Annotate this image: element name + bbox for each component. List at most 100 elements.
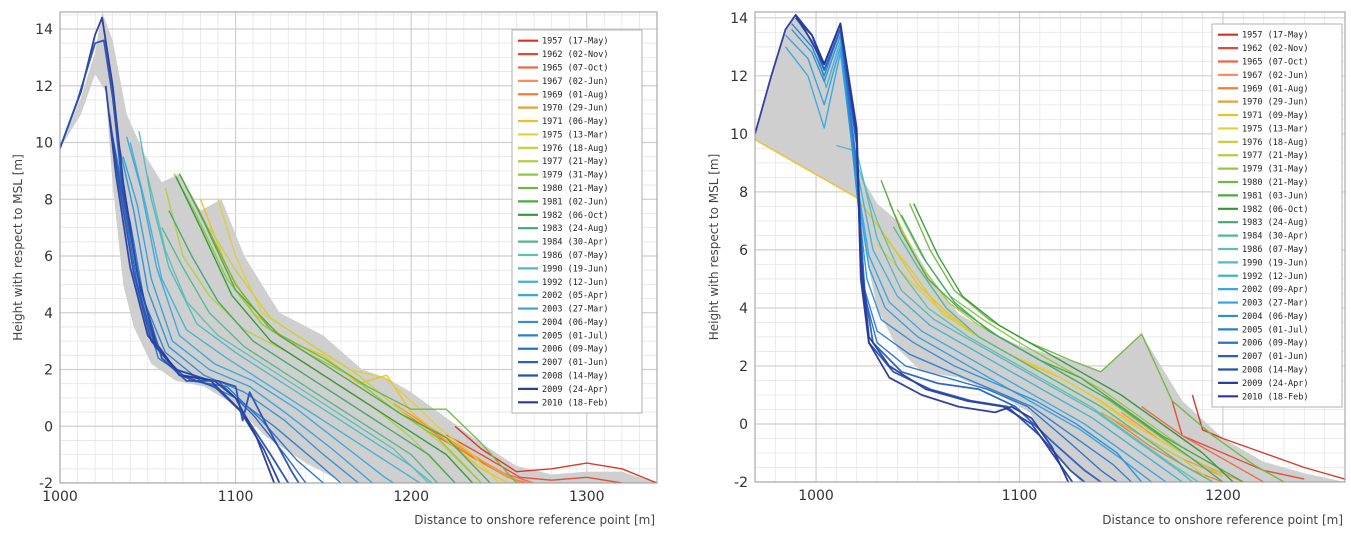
legend-entry: 1970 (29-Jun) bbox=[1242, 98, 1309, 108]
legend-entry: 1982 (06-Oct) bbox=[542, 211, 609, 221]
legend-entry: 1977 (21-May) bbox=[1242, 151, 1309, 161]
legend-entry: 2003 (27-Mar) bbox=[542, 305, 609, 315]
legend-entry: 2005 (01-Jul) bbox=[1242, 325, 1309, 335]
y-tick-label: 0 bbox=[44, 419, 53, 435]
series-line bbox=[168, 210, 456, 483]
x-tick-label: 1300 bbox=[569, 489, 605, 505]
legend-entry: 1982 (06-Oct) bbox=[1242, 205, 1309, 215]
series-line bbox=[900, 214, 1224, 482]
series-line bbox=[175, 176, 474, 483]
legend-entry: 2002 (09-Apr) bbox=[1242, 285, 1309, 295]
series-lines bbox=[60, 16, 657, 483]
series-line bbox=[876, 243, 1214, 472]
series-line bbox=[1171, 400, 1305, 480]
legend-entry: 1990 (19-Jun) bbox=[542, 264, 609, 274]
legend-entry: 2002 (05-Apr) bbox=[542, 291, 609, 301]
x-tick-label: 1100 bbox=[218, 489, 254, 505]
chart-1: -2 0 2 4 6 8 10 12 14 1000 1100 1200 1300 Distance to… bbox=[11, 11, 658, 527]
x-tick-label: 1200 bbox=[393, 489, 429, 505]
series-line bbox=[393, 403, 521, 483]
y-tick-label: 2 bbox=[44, 363, 53, 379]
legend-entry: 1990 (19-Jun) bbox=[1242, 258, 1309, 268]
legend-entry: 1981 (02-Jun) bbox=[542, 197, 609, 207]
series-line bbox=[126, 136, 394, 483]
legend-entry: 2003 (27-Mar) bbox=[1242, 299, 1309, 309]
legend-entry: 1962 (02-Nov) bbox=[1242, 44, 1309, 54]
y-tick-label: 4 bbox=[44, 306, 53, 322]
legend-entry: 1981 (03-Jun) bbox=[1242, 191, 1309, 201]
plot-frame bbox=[59, 11, 658, 484]
y-tick-label: 10 bbox=[35, 136, 53, 152]
legend-entry: 2008 (14-May) bbox=[1242, 366, 1309, 376]
y-tick-label: -2 bbox=[39, 476, 53, 492]
legend-entry: 2006 (09-May) bbox=[1242, 339, 1309, 349]
x-tick-label: 1000 bbox=[798, 488, 834, 504]
legend-entry: 1957 (17-May) bbox=[542, 37, 609, 47]
legend-entry: 2010 (18-Feb) bbox=[1242, 392, 1309, 402]
legend-entry: 2009 (24-Apr) bbox=[542, 385, 609, 395]
legend-entry: 1969 (01-Aug) bbox=[1242, 84, 1309, 94]
legend-entry: 1980 (21-May) bbox=[542, 184, 609, 194]
series-line bbox=[208, 227, 482, 483]
series-line bbox=[138, 131, 433, 483]
legend-entry: 1976 (18-Aug) bbox=[542, 144, 609, 154]
series-line bbox=[178, 173, 518, 483]
series-line bbox=[119, 148, 359, 483]
y-tick-label: 2 bbox=[739, 359, 748, 375]
legend-entry: 1983 (24-Aug) bbox=[542, 224, 609, 234]
series-line bbox=[795, 17, 1102, 482]
series-line bbox=[892, 226, 1214, 482]
y-tick-label: 6 bbox=[739, 243, 748, 259]
envelope-area bbox=[60, 12, 657, 483]
legend-entry: 1957 (17-May) bbox=[1242, 31, 1309, 41]
x-axis-label: Distance to onshore reference point [m] bbox=[1102, 513, 1343, 527]
legend-entry: 1986 (07-May) bbox=[1242, 245, 1309, 255]
legend-entry: 1976 (18-Aug) bbox=[1242, 138, 1309, 148]
legend-entry: 1965 (07-Oct) bbox=[1242, 57, 1309, 67]
y-tick-label: 8 bbox=[44, 192, 53, 208]
legend: 1957 (17-May) 1962 (02-Nov) 1965 (07-Oct) 1… bbox=[1211, 23, 1343, 408]
plot-frame bbox=[754, 11, 1346, 483]
legend-box bbox=[1211, 23, 1343, 408]
y-tick-label: 12 bbox=[35, 79, 53, 95]
legend-entry: 1979 (31-May) bbox=[1242, 165, 1309, 175]
legend-entry: 2009 (24-Apr) bbox=[1242, 379, 1309, 389]
series-line bbox=[60, 39, 300, 483]
y-tick-label: 14 bbox=[35, 22, 53, 38]
series-line bbox=[755, 139, 1224, 477]
x-tick-label: 1100 bbox=[1002, 488, 1038, 504]
series-line bbox=[836, 144, 1193, 482]
series-line bbox=[791, 23, 1132, 482]
legend-entry: 2004 (06-May) bbox=[542, 318, 609, 328]
y-tick-label: -2 bbox=[734, 475, 748, 491]
legend-entry: 2004 (06-May) bbox=[1242, 312, 1309, 322]
legend-entry: 1983 (24-Aug) bbox=[1242, 218, 1309, 228]
x-tick-label: 1200 bbox=[1205, 488, 1241, 504]
y-tick-label: 10 bbox=[730, 127, 748, 143]
y-tick-label: 4 bbox=[739, 301, 748, 317]
legend-entry: 1975 (13-Mar) bbox=[542, 130, 609, 140]
series-line bbox=[178, 173, 491, 483]
legend-entry: 1992 (12-Jun) bbox=[1242, 272, 1309, 282]
series-line bbox=[1191, 394, 1345, 480]
series-line bbox=[445, 434, 623, 483]
legend-entry: 2008 (14-May) bbox=[542, 372, 609, 382]
legend-entry: 1962 (02-Nov) bbox=[542, 50, 609, 60]
legend-entry: 2010 (18-Feb) bbox=[542, 398, 609, 408]
y-tick-label: 6 bbox=[44, 249, 53, 265]
series-line bbox=[1110, 417, 1224, 482]
y-tick-label: 14 bbox=[730, 11, 748, 27]
legend-entry: 1980 (21-May) bbox=[1242, 178, 1309, 188]
legend-box bbox=[511, 29, 643, 414]
y-axis-label: Height with respect to MSL [m] bbox=[707, 154, 721, 341]
legend: 1957 (17-May) 1962 (02-Nov) 1965 (07-Oct) 1… bbox=[511, 29, 643, 414]
x-tick-label: 1000 bbox=[42, 489, 78, 505]
legend-entry: 1979 (31-May) bbox=[542, 171, 609, 181]
legend-entry: 1971 (06-May) bbox=[542, 117, 609, 127]
series-line bbox=[217, 199, 500, 483]
legend-entry: 1977 (21-May) bbox=[542, 157, 609, 167]
chart-2: -2 0 2 4 6 8 10 12 14 1000 1100 1200 Distance to ons… bbox=[707, 11, 1346, 527]
x-axis-label: Distance to onshore reference point [m] bbox=[414, 513, 655, 527]
series-line bbox=[122, 156, 373, 483]
